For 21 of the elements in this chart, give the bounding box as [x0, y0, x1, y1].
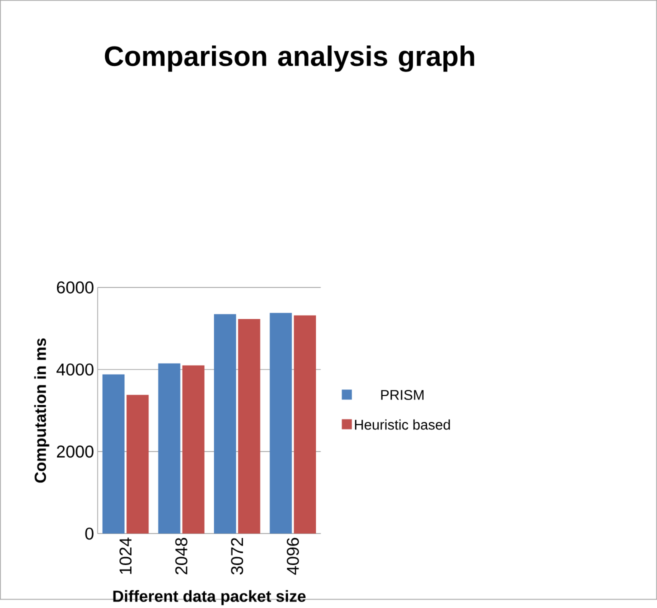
- x-tick-label: 4096: [286, 538, 299, 575]
- y-tick-label: 0: [85, 527, 94, 540]
- bar: [182, 365, 204, 534]
- bar: [238, 318, 260, 534]
- legend-label: PRISM: [381, 390, 424, 400]
- legend-label: Heuristic based: [355, 419, 450, 430]
- y-tick-label: 6000: [56, 281, 94, 294]
- bar: [214, 314, 236, 534]
- bar: [158, 363, 180, 534]
- x-tick-label: 2048: [175, 538, 188, 574]
- y-tick-label: 4000: [56, 363, 94, 376]
- y-axis-title: Computation in ms: [34, 338, 50, 482]
- x-tick-label: 3072: [231, 538, 244, 574]
- bar: [102, 374, 125, 534]
- y-tick-label: 2000: [56, 445, 94, 458]
- bar: [126, 394, 149, 534]
- x-tick-label: 1024: [120, 537, 132, 574]
- bar: [294, 315, 316, 534]
- x-axis-title: Different data packet size: [113, 590, 306, 605]
- bar: [270, 312, 292, 534]
- chart-title: Comparison analysis graph: [104, 45, 474, 72]
